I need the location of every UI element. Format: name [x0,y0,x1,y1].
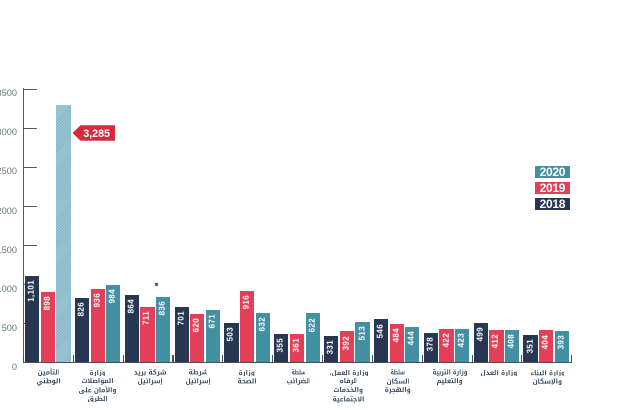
svg-text:3,285: 3,285 [83,128,110,140]
